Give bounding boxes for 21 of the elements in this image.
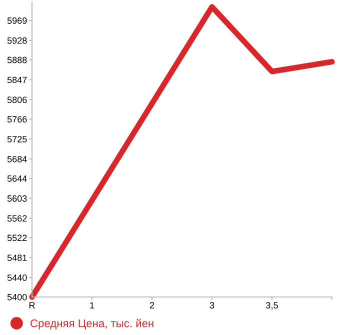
x-tick-label: 3,5 xyxy=(266,302,278,310)
x-tick-label: 2 xyxy=(150,302,154,308)
x-tick-label: 3 xyxy=(210,302,214,308)
y-tick-label: 5644 xyxy=(7,175,27,182)
y-tick-label: 5400 xyxy=(7,294,27,300)
y-tick-label: 5806 xyxy=(7,96,27,104)
y-tick-label: 5684 xyxy=(7,156,27,162)
y-tick-label: 5481 xyxy=(7,254,27,261)
x-tick-label: R xyxy=(29,302,35,308)
y-tick-label: 5888 xyxy=(7,56,27,64)
y-tick-label: 5562 xyxy=(7,215,27,222)
legend-label: Средняя Цена, тыс. йен xyxy=(30,318,154,330)
y-tick-label: 5969 xyxy=(7,17,27,24)
y-tick-label: 5440 xyxy=(7,274,27,281)
y-tick-label: 5847 xyxy=(7,76,27,84)
y-tick-label: 5522 xyxy=(7,234,27,242)
y-tick-label: 5725 xyxy=(7,136,27,142)
x-tick-label: 1 xyxy=(90,302,94,308)
y-tick-label: 5928 xyxy=(7,37,27,44)
y-tick-label: 5603 xyxy=(7,195,27,202)
y-tick-label: 5766 xyxy=(7,116,27,122)
